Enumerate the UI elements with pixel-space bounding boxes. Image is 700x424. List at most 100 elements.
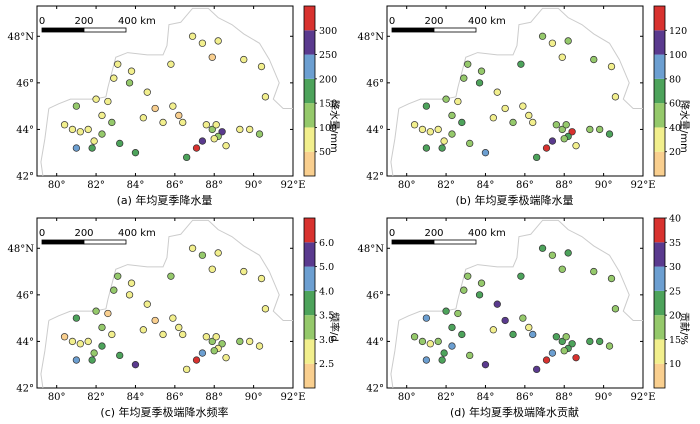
station-marker — [605, 342, 614, 350]
station-marker — [98, 130, 106, 138]
station-marker — [438, 144, 446, 152]
station-marker — [422, 102, 431, 110]
station-marker — [558, 265, 566, 273]
station-marker — [212, 333, 220, 341]
station-marker — [127, 67, 136, 75]
station-marker — [533, 365, 541, 374]
colorbar-frame — [303, 217, 316, 389]
lon-tick-label: 88° — [205, 392, 223, 403]
station-marker — [222, 142, 230, 150]
lon-tick-label: 80° — [48, 392, 66, 403]
station-marker — [558, 337, 566, 346]
station-marker — [418, 337, 427, 346]
station-marker — [167, 272, 175, 280]
station-marker — [255, 342, 264, 350]
station-marker — [501, 316, 509, 325]
station-marker — [529, 330, 537, 339]
station-marker — [76, 128, 84, 136]
station-marker — [236, 125, 244, 134]
station-marker — [72, 314, 81, 322]
colorbar-segment — [654, 242, 665, 267]
station-marker — [236, 337, 244, 346]
station-marker — [477, 279, 486, 287]
station-marker — [167, 60, 175, 68]
colorbar-segment — [304, 315, 315, 340]
station-marker — [246, 337, 254, 346]
station-marker — [596, 125, 604, 134]
colorbar-label: 频率/d — [328, 312, 339, 342]
station-marker — [246, 125, 254, 134]
station-marker — [519, 314, 527, 322]
colorbar-segment — [304, 266, 315, 291]
map-panel-d: 0 200 400 km 80° 82° 84° 86° 88° 90° 92°E 42° 44° 46… — [350, 212, 700, 424]
station-marker — [564, 37, 572, 45]
scale-bar-label: 0 — [389, 16, 395, 27]
station-marker — [548, 39, 557, 47]
station-marker — [560, 135, 568, 143]
station-marker — [477, 67, 486, 75]
station-marker — [159, 330, 167, 339]
colorbar-frame — [653, 5, 666, 177]
colorbar-segment — [654, 339, 665, 364]
scale-bar-label: 0 — [389, 228, 395, 239]
station-marker — [542, 356, 551, 364]
colorbar-segment — [654, 151, 665, 176]
station-marker — [218, 340, 226, 348]
station-marker — [116, 139, 124, 148]
station-marker — [179, 330, 187, 339]
colorbar-label: 降水量/mm — [678, 100, 689, 153]
station-marker — [460, 74, 468, 82]
station-marker — [183, 365, 191, 374]
panel-caption: (a) 年均夏季降水量 — [116, 194, 213, 207]
station-marker — [139, 326, 147, 334]
station-marker — [60, 333, 69, 341]
scale-bar-black — [41, 27, 85, 33]
station-marker — [151, 316, 159, 325]
colorbar-tick-label: 3.0 — [319, 335, 334, 346]
station-marker — [261, 93, 270, 101]
station-marker — [489, 114, 497, 122]
station-marker — [586, 125, 594, 134]
scale-bar-label: 0 — [39, 16, 45, 27]
colorbar-tick-label: 150 — [319, 99, 337, 110]
station-marker — [214, 37, 222, 45]
colorbar-segment — [654, 78, 665, 104]
station-marker — [422, 314, 431, 322]
scale-bar-white — [83, 239, 127, 245]
station-marker — [460, 286, 468, 294]
lon-tick-label: 88° — [555, 392, 573, 403]
station-marker — [410, 121, 419, 129]
colorbar-frame — [303, 5, 316, 177]
station-marker — [548, 349, 557, 357]
station-marker — [108, 330, 116, 339]
colorbar-segment — [304, 30, 315, 55]
station-marker — [533, 153, 541, 162]
station-marker — [572, 142, 580, 150]
station-marker — [125, 79, 134, 87]
colorbar-segment — [654, 30, 665, 55]
station-marker — [214, 249, 222, 257]
station-marker — [454, 97, 462, 106]
station-marker — [440, 349, 448, 357]
station-marker — [481, 361, 490, 369]
station-marker — [548, 251, 557, 259]
station-marker — [572, 354, 580, 362]
station-marker — [454, 309, 462, 318]
station-marker — [426, 128, 434, 136]
colorbar-tick-label: 80 — [669, 74, 681, 85]
lon-tick-label: 92°E — [630, 392, 655, 403]
station-marker — [104, 97, 112, 106]
lon-tick-label: 82° — [437, 392, 455, 403]
station-marker — [475, 79, 484, 87]
station-marker — [422, 144, 431, 152]
station-marker — [257, 62, 266, 71]
station-marker — [110, 286, 118, 294]
lon-tick-label: 90° — [595, 180, 613, 191]
station-marker — [558, 125, 566, 134]
colorbar-tick-label: 100 — [669, 50, 687, 61]
station-marker — [98, 323, 106, 332]
station-marker — [110, 74, 118, 82]
map-panel-a: 0 200 400 km 80° 82° 84° 86° 88° 90° 92°E 42° 44° 46… — [0, 0, 350, 212]
station-marker — [525, 111, 533, 120]
station-marker — [127, 279, 136, 287]
